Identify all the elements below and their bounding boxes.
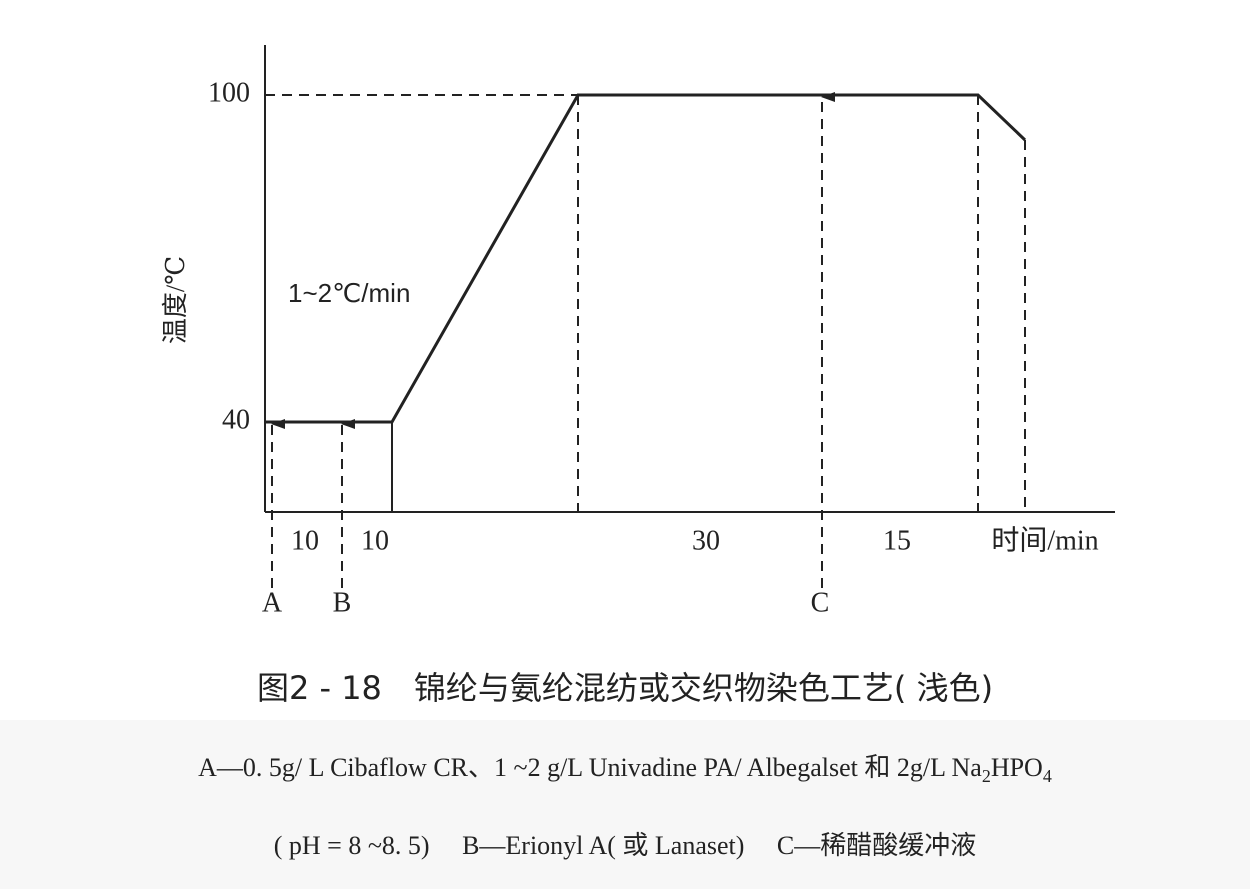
note-text: A—0. 5g/ L Cibaflow CR、1 ~2 g/L Univadin… (198, 753, 982, 782)
note-line: ( pH = 8 ~8. 5) B—Erionyl A( 或 Lanaset) … (274, 831, 977, 860)
marker-label: A (262, 587, 283, 618)
y-axis-label: 温度/℃ (161, 256, 190, 344)
caption: 图2 - 18 锦纶与氨纶混纺或交织物染色工艺( 浅色) (257, 669, 993, 707)
y-tick-label: 100 (208, 77, 250, 108)
note-line: A—0. 5g/ L Cibaflow CR、1 ~2 g/L Univadin… (198, 753, 1052, 786)
segment-label: 15 (883, 525, 911, 556)
segment-label: 10 (361, 525, 389, 556)
note-text: HPO (991, 753, 1043, 782)
marker-label: B (333, 587, 352, 618)
y-tick-label: 40 (222, 404, 250, 435)
marker-label: C (811, 587, 830, 618)
segment-label: 10 (291, 525, 319, 556)
x-axis-label: 时间/min (991, 524, 1098, 556)
temperature-curve (266, 93, 1027, 424)
note-subscript: 2 (982, 766, 991, 786)
rate-label: 1~2℃/min (288, 278, 410, 308)
notes-background (0, 720, 1250, 889)
segment-label: 30 (692, 525, 720, 556)
note-subscript: 4 (1043, 766, 1052, 786)
